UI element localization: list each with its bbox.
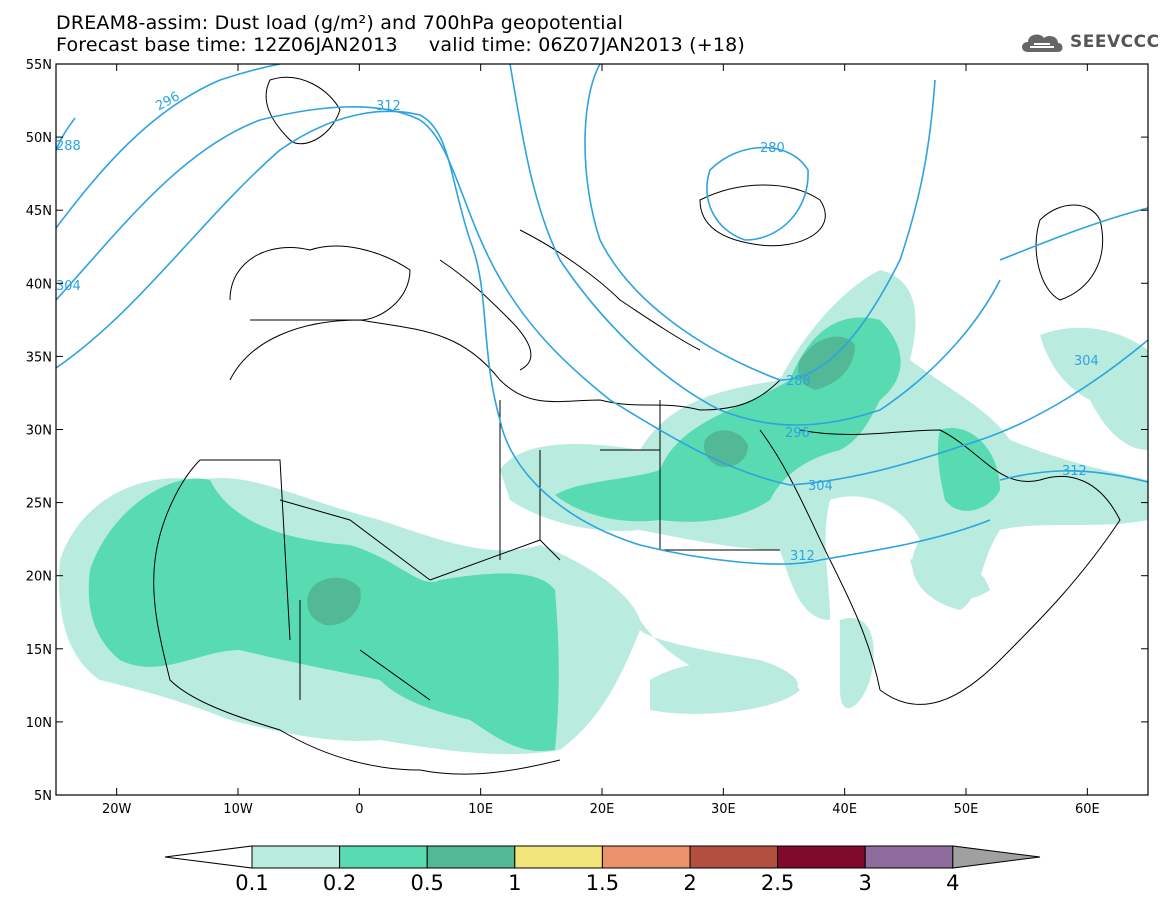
dust-shading [59, 270, 1148, 755]
colorbar-label: 0.1 [235, 871, 268, 895]
coast-black-sea [699, 184, 826, 247]
lat-tick-label: 35N [26, 350, 52, 365]
seevccc-logo: SEEVCCC [1018, 28, 1160, 56]
dust-region-horn [840, 618, 874, 709]
contour-label: 312 [376, 99, 401, 114]
contour-296-mid [509, 64, 1001, 426]
cloud-icon [1022, 34, 1063, 52]
contour-304-mid [419, 119, 1148, 486]
lon-tick-label: 50E [954, 802, 979, 817]
colorbar-label: 2 [683, 871, 696, 895]
colorbar-segment [601, 845, 691, 869]
logo-text: SEEVCCC [1070, 32, 1160, 52]
contour-label: 304 [56, 279, 81, 294]
contour-280 [706, 146, 809, 241]
chart-title: DREAM8-assim: Dust load (g/m²) and 700hP… [56, 12, 624, 34]
colorbar-segment [339, 845, 428, 869]
contour-label: 304 [1074, 354, 1099, 369]
lat-tick-label: 50N [26, 131, 52, 146]
colorbar-segment [514, 845, 603, 869]
lat-tick-label: 10N [26, 716, 52, 731]
lat-tick-label: 5N [34, 789, 52, 804]
colorbar-label: 0.2 [323, 871, 356, 895]
colorbar-label: 3 [859, 871, 872, 895]
contour-label: 312 [790, 549, 815, 564]
lon-tick-label: 10W [223, 802, 253, 817]
lon-tick-label: 10E [468, 802, 493, 817]
coastlines [153, 76, 1121, 775]
lon-tick-label: 0 [355, 802, 363, 817]
colorbar-label: 4 [946, 871, 959, 895]
lon-tick-label: 40E [832, 802, 857, 817]
colorbar-segment [426, 845, 516, 869]
dust-region-egypt-max [704, 430, 748, 468]
axis-ticks [56, 63, 1148, 796]
coast-uk [265, 76, 341, 145]
coast-north-africa [229, 319, 781, 411]
colorbar-under-triangle [164, 845, 253, 869]
contour-304-west [56, 106, 421, 301]
colorbar-label: 2.5 [761, 871, 794, 895]
colorbar-segment [689, 845, 779, 869]
contour-312-west [56, 110, 991, 565]
contour-label: 288 [56, 139, 81, 154]
coast-italy [439, 259, 532, 371]
lon-tick-label: 30E [711, 802, 736, 817]
lat-tick-label: 30N [26, 424, 52, 439]
coast-balkans [519, 229, 701, 351]
contour-288-mid [584, 64, 936, 381]
lon-tick-label: 20E [590, 802, 615, 817]
contour-label: 304 [808, 479, 833, 494]
chart-subtitle: Forecast base time: 12Z06JAN2013 valid t… [56, 34, 746, 56]
dust-region-sudan [650, 661, 800, 714]
colorbar-segment [251, 845, 341, 869]
geopotential-contours [56, 64, 1148, 565]
contour-296-west [56, 64, 281, 229]
lat-tick-label: 55N [26, 58, 52, 73]
coast-red-sea [759, 429, 881, 691]
coast-caspian [1035, 204, 1104, 301]
contour-label: 296 [785, 426, 810, 441]
colorbar-label: 1.5 [586, 871, 619, 895]
dust-region-iran [1040, 327, 1148, 450]
contour-288-west [56, 117, 76, 151]
coast-africa-west [153, 459, 561, 775]
colorbar-label: 0.5 [410, 871, 443, 895]
colorbar-segment [864, 845, 954, 869]
dust-region-mali-max [307, 577, 361, 626]
colorbar-label: 1 [508, 871, 521, 895]
colorbar: 0.1 0.2 0.5 1 1.5 2 2.5 3 4 [164, 845, 1041, 895]
contour-label: 280 [760, 141, 785, 156]
colorbar-segment [777, 845, 866, 869]
coast-iberia [229, 245, 411, 321]
contour-label: 312 [1062, 464, 1087, 479]
lat-tick-label: 15N [26, 643, 52, 658]
lat-tick-label: 20N [26, 570, 52, 585]
lon-tick-label: 60E [1075, 802, 1100, 817]
lat-tick-label: 40N [26, 277, 52, 292]
contour-312-east [999, 207, 1148, 261]
lat-axis: 55N 50N 45N 40N 35N 30N 25N 20N 15N 10N 5N [26, 58, 52, 804]
coast-arabia [799, 429, 1121, 705]
contour-312-far-east [999, 470, 1148, 483]
contour-labels: 296 312 288 304 280 288 296 304 312 304 … [56, 89, 1099, 564]
contour-label: 288 [786, 374, 811, 389]
colorbar-over-triangle [952, 845, 1041, 869]
lon-axis: 20W 10W 0 10E 20E 30E 40E 50E 60E [102, 802, 1100, 817]
lat-tick-label: 25N [26, 497, 52, 512]
dust-region-arabia [910, 551, 990, 600]
lon-tick-label: 20W [102, 802, 132, 817]
lat-tick-label: 45N [26, 204, 52, 219]
